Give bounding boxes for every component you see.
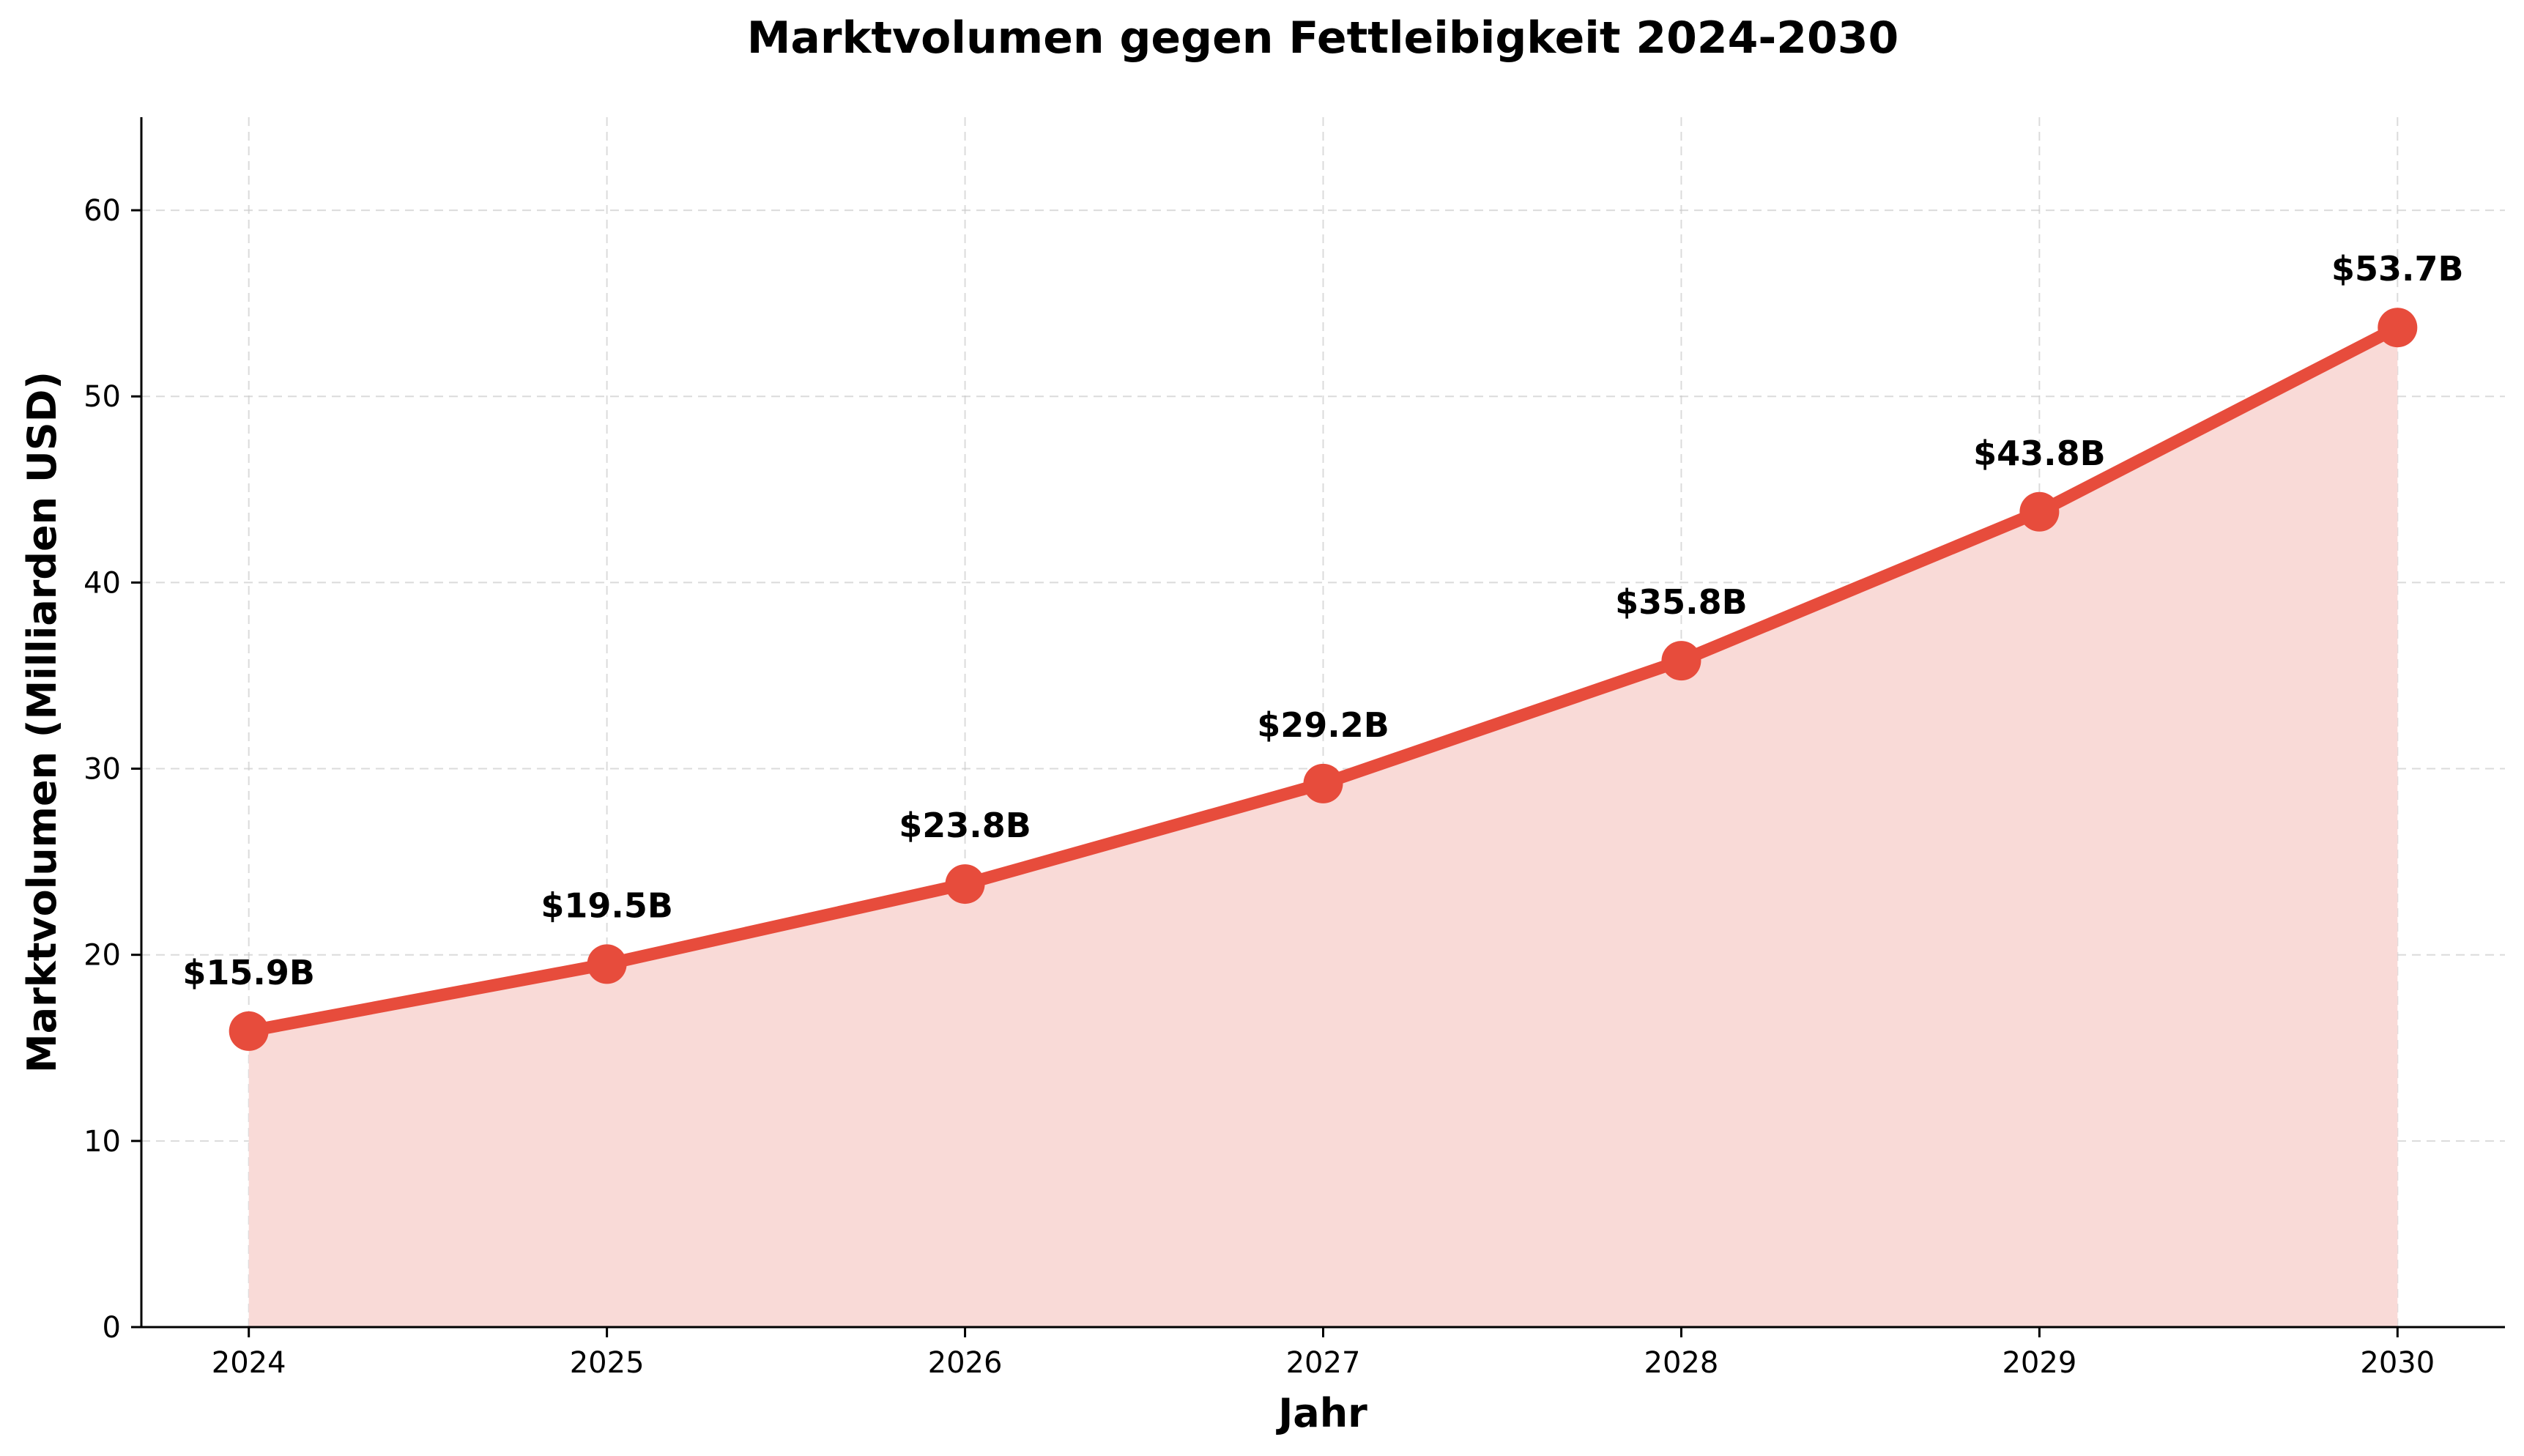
x-tick-label: 2028 [1644, 1346, 1719, 1380]
y-tick-label: 60 [83, 194, 121, 228]
data-point [945, 864, 985, 905]
x-tick-label: 2030 [2360, 1346, 2435, 1380]
area-layer [248, 327, 2398, 1327]
y-tick-label: 30 [83, 753, 121, 787]
data-label: $53.7B [2331, 249, 2464, 289]
data-label: $15.9B [182, 953, 315, 992]
chart-title: Marktvolumen gegen Fettleibigkeit 2024-2… [747, 12, 1899, 64]
y-tick-label: 20 [83, 939, 121, 973]
x-tick-label: 2027 [1286, 1346, 1361, 1380]
data-point [587, 944, 627, 984]
x-tick-label: 2025 [570, 1346, 645, 1380]
data-point [2019, 491, 2060, 532]
data-point [2378, 308, 2418, 348]
y-tick-label: 0 [103, 1311, 121, 1345]
y-tick-label: 50 [83, 380, 121, 414]
data-label: $29.2B [1257, 705, 1389, 745]
data-label: $19.5B [541, 885, 673, 925]
x-tick-label: 2026 [928, 1346, 1003, 1380]
y-tick-label: 10 [83, 1125, 121, 1159]
data-point [1661, 641, 1701, 681]
data-point [229, 1011, 269, 1051]
y-axis-label: Marktvolumen (Milliarden USD) [19, 371, 65, 1073]
x-axis-label: Jahr [1275, 1390, 1367, 1436]
area-fill [248, 327, 2398, 1327]
data-point [1303, 763, 1343, 803]
points-layer [229, 308, 2418, 1051]
x-ticks: 2024 2025 2026 2027 2028 2029 2030 [212, 1327, 2435, 1380]
data-label: $43.8B [1973, 434, 2106, 473]
x-tick-label: 2024 [212, 1346, 286, 1380]
y-tick-label: 40 [83, 566, 121, 600]
data-labels: $15.9B $19.5B $23.8B $29.2B $35.8B $43.8B $53.… [182, 249, 2463, 992]
data-label: $35.8B [1615, 582, 1748, 622]
data-label: $23.8B [899, 806, 1031, 845]
x-tick-label: 2029 [2002, 1346, 2076, 1380]
y-ticks: 0 10 20 30 40 50 60 [83, 194, 141, 1345]
